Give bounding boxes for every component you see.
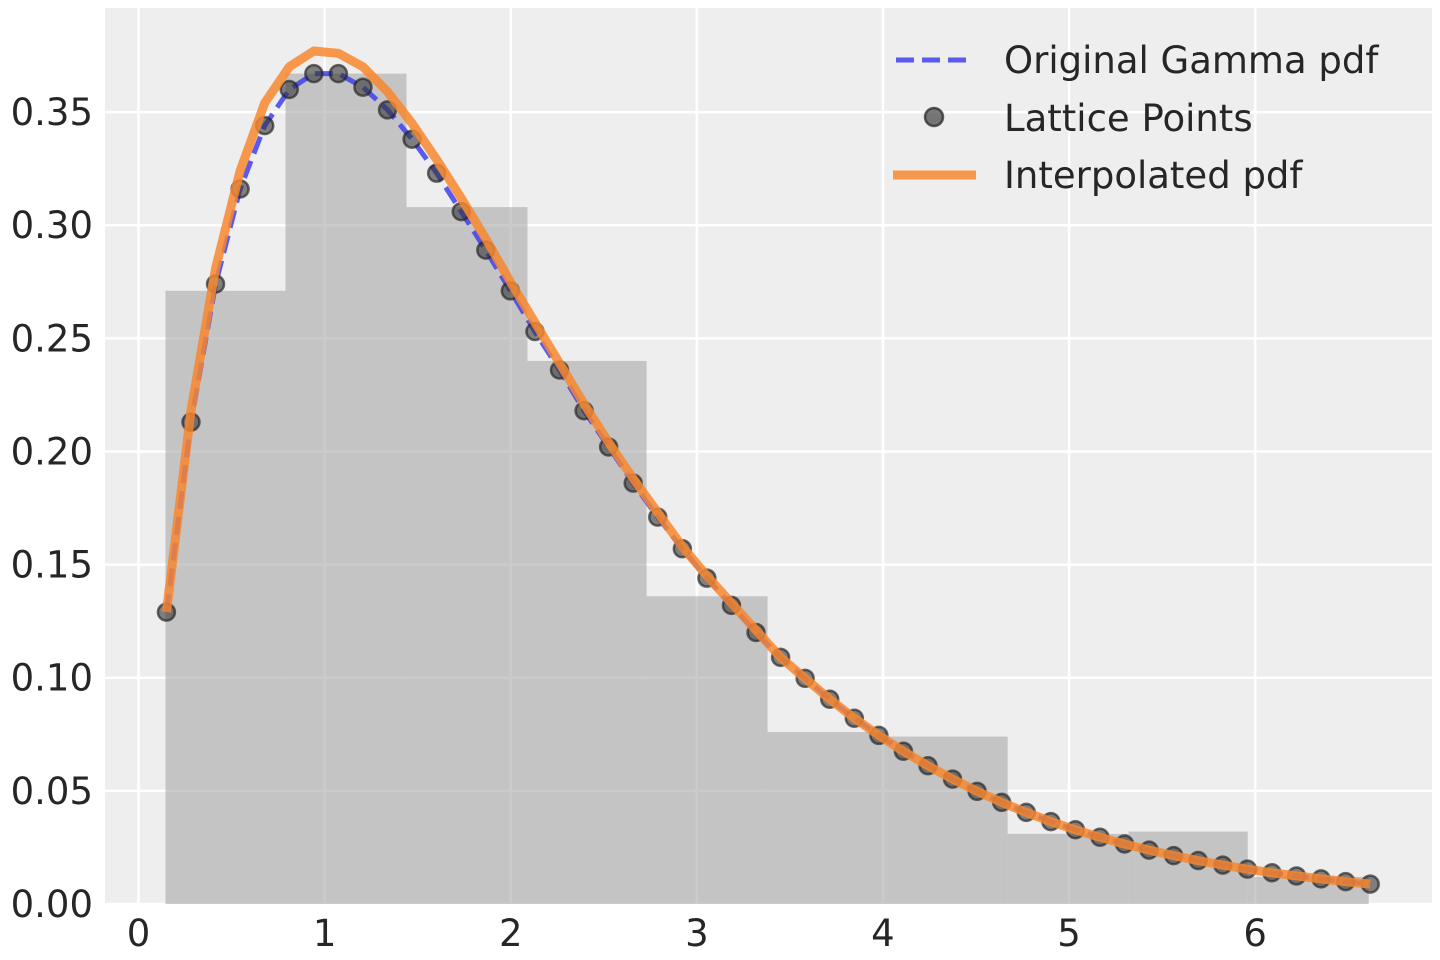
y-tick-label: 0.15 [11,544,93,587]
x-tick-label: 1 [313,912,337,955]
y-tick-label: 0.10 [11,657,93,700]
histogram-bar [406,207,528,905]
series-lines [156,46,1380,894]
x-tick-label: 4 [871,912,895,955]
x-tick-label: 6 [1243,912,1267,955]
histogram-bar [886,736,1008,904]
lattice-point [304,63,324,84]
y-tick-label: 0.25 [11,317,93,360]
x-tick-label: 2 [499,912,523,955]
histogram-bar [1007,833,1129,904]
y-axis-ticks: 0.00 0.05 0.10 0.15 0.20 0.25 0.30 0.35 [11,91,93,926]
y-tick-label: 0.30 [11,204,93,247]
legend-marker-lattice-points [923,106,945,128]
interpolated-pdf-line [161,46,1371,889]
histogram-bar [165,290,286,905]
x-tick-label: 0 [127,912,151,955]
y-tick-label: 0.35 [11,91,93,134]
legend-label-interpolated: Interpolated pdf [1004,154,1303,197]
histogram-bar [767,732,887,904]
legend-label-lattice-points: Lattice Points [1004,97,1253,140]
histogram [165,73,1369,905]
y-tick-label: 0.20 [11,430,93,473]
y-tick-label: 0.05 [11,770,93,813]
lattice-point [328,63,349,84]
x-tick-label: 5 [1057,912,1081,955]
lattice-point [279,79,300,100]
histogram-bar [646,596,768,904]
legend: Original Gamma pdf Lattice Points Interp… [893,39,1379,197]
histogram-bar [527,360,647,904]
legend-label-original-gamma: Original Gamma pdf [1004,39,1379,82]
x-tick-label: 3 [685,912,709,955]
x-axis-ticks: 0 1 2 3 4 5 6 [127,912,1267,955]
histogram-bar [285,73,407,905]
lattice-point [353,77,373,97]
y-tick-label: 0.00 [11,883,93,926]
